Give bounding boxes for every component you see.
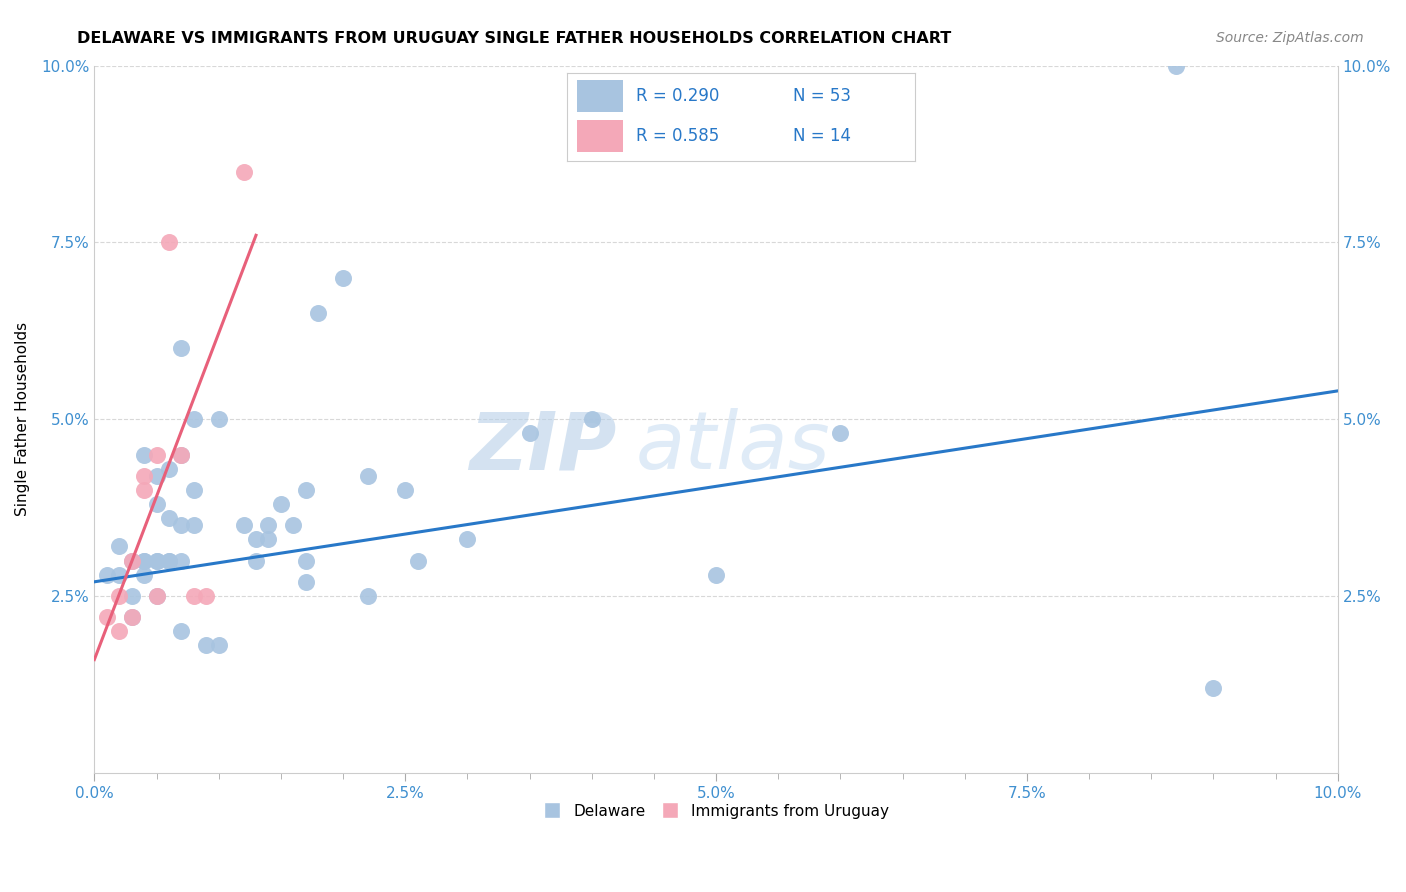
Point (157, 235, 180, 250)
Point (121, 553, 143, 567)
Y-axis label: Single Father Households: Single Father Households (15, 322, 30, 516)
Point (830, 426, 852, 441)
Point (96, 567, 118, 582)
Point (108, 567, 131, 582)
Point (183, 483, 205, 497)
Point (294, 553, 316, 567)
Point (257, 518, 280, 533)
Point (157, 553, 180, 567)
Point (394, 483, 416, 497)
Text: ZIP: ZIP (470, 409, 617, 486)
Point (170, 624, 193, 639)
Point (145, 589, 167, 603)
Point (108, 624, 131, 639)
Point (1166, 59, 1188, 73)
Point (232, 518, 254, 533)
Point (332, 270, 354, 285)
Point (245, 533, 267, 547)
Point (157, 461, 180, 475)
Point (157, 511, 180, 525)
Point (283, 518, 305, 533)
Legend: Delaware, Immigrants from Uruguay: Delaware, Immigrants from Uruguay (537, 797, 896, 825)
Point (704, 567, 727, 582)
Point (132, 483, 155, 497)
Point (145, 589, 167, 603)
Point (170, 518, 193, 533)
Point (132, 567, 155, 582)
Point (145, 497, 167, 511)
Point (456, 533, 478, 547)
Point (108, 540, 131, 554)
Point (121, 610, 143, 624)
Point (519, 426, 541, 441)
Point (257, 533, 280, 547)
Point (183, 412, 205, 426)
Point (121, 610, 143, 624)
Point (170, 342, 193, 356)
Point (132, 553, 155, 567)
Point (157, 553, 180, 567)
Point (183, 518, 205, 533)
Point (145, 448, 167, 462)
Point (170, 448, 193, 462)
Point (307, 306, 329, 320)
Point (208, 639, 231, 653)
Point (132, 448, 155, 462)
Point (96, 610, 118, 624)
Point (357, 589, 380, 603)
Text: atlas: atlas (636, 409, 830, 486)
Point (294, 574, 316, 589)
Point (232, 164, 254, 178)
Point (357, 468, 380, 483)
Point (145, 553, 167, 567)
Point (145, 553, 167, 567)
Point (581, 412, 603, 426)
Text: Source: ZipAtlas.com: Source: ZipAtlas.com (1216, 31, 1364, 45)
Point (170, 553, 193, 567)
Point (170, 448, 193, 462)
Point (195, 639, 218, 653)
Point (108, 589, 131, 603)
Point (406, 553, 429, 567)
Point (294, 483, 316, 497)
Point (195, 589, 218, 603)
Point (121, 553, 143, 567)
Point (183, 589, 205, 603)
Point (208, 412, 231, 426)
Point (1202, 681, 1225, 695)
Point (245, 553, 267, 567)
Point (132, 553, 155, 567)
Point (145, 468, 167, 483)
Text: DELAWARE VS IMMIGRANTS FROM URUGUAY SINGLE FATHER HOUSEHOLDS CORRELATION CHART: DELAWARE VS IMMIGRANTS FROM URUGUAY SING… (77, 31, 952, 46)
Point (121, 589, 143, 603)
Point (270, 497, 292, 511)
Point (132, 468, 155, 483)
